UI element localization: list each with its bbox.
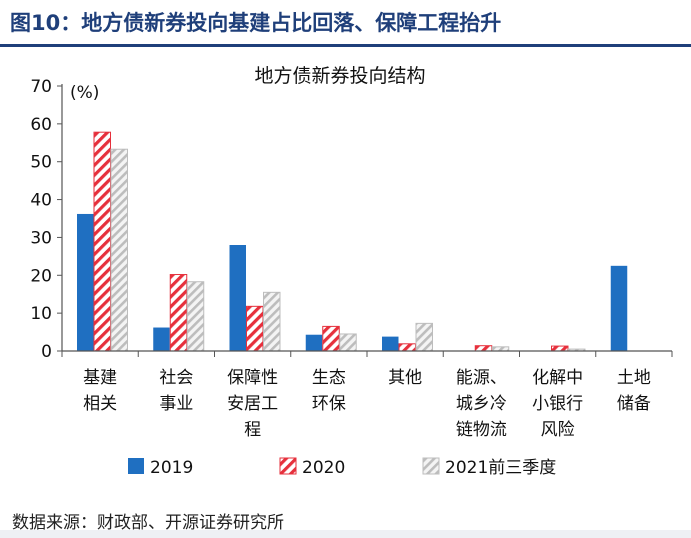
legend-swatch	[279, 457, 297, 475]
bar-2020	[93, 131, 111, 352]
figure-title: 图10：地方债新券投向基建占比回落、保障工程抬升	[10, 11, 502, 35]
legend-label: 2021前三季度	[445, 458, 556, 478]
bar-2020	[474, 345, 493, 352]
bar-2019	[610, 265, 628, 351]
bar-2019	[305, 334, 323, 351]
x-category-label: 环保	[312, 394, 346, 414]
bar-2019	[382, 336, 399, 351]
y-tick-label: 20	[30, 266, 52, 286]
y-tick-label: 60	[30, 115, 52, 135]
x-category-label: 社会	[159, 368, 193, 388]
bar-2021前三季度	[491, 346, 510, 352]
bar-2021前三季度	[110, 148, 128, 352]
x-category-label: 储备	[617, 394, 651, 414]
y-tick-label: 30	[30, 228, 52, 248]
legend-label: 2020	[302, 458, 345, 478]
legend-swatch	[422, 457, 440, 475]
bar-2021前三季度	[339, 333, 357, 352]
bar-2020	[398, 343, 416, 352]
x-category-label: 链物流	[456, 420, 507, 440]
chart-title: 地方债新券投向结构	[254, 65, 425, 87]
bars	[77, 131, 628, 352]
x-category-label: 其他	[388, 368, 422, 388]
y-axis: 0 10 20 30 40 50 60 70	[30, 77, 63, 362]
bar-2019	[229, 245, 246, 351]
bar-2020	[551, 345, 569, 352]
legend: 2019 2020 2021前三季度	[128, 457, 556, 478]
x-category-label: 能源、	[456, 368, 507, 388]
x-category-label: 城乡冷	[456, 394, 507, 414]
x-category-label: 相关	[83, 394, 117, 414]
x-category-label: 化解中	[532, 368, 583, 388]
x-category-label: 安居工	[227, 394, 278, 414]
bar-2020	[169, 274, 188, 352]
x-category-label: 程	[244, 420, 261, 440]
bar-2019	[153, 327, 170, 351]
title-rule	[0, 44, 691, 47]
y-tick-label: 40	[30, 191, 52, 211]
bar-2021前三季度	[415, 322, 433, 352]
x-category-label: 小银行	[532, 394, 583, 414]
bar-2019	[77, 213, 94, 351]
bar-2020	[246, 305, 264, 352]
y-tick-label: 70	[30, 77, 52, 97]
bottom-strip	[0, 530, 691, 538]
bar-2021前三季度	[186, 281, 205, 352]
y-unit-label: (%)	[70, 83, 99, 103]
x-category-label: 风险	[541, 420, 575, 440]
source-note: 数据来源：财政部、开源证券研究所	[12, 513, 284, 533]
legend-label: 2019	[150, 458, 193, 478]
legend-swatch	[128, 458, 144, 474]
x-category-label: 基建	[83, 368, 117, 388]
x-category-label: 事业	[159, 394, 193, 414]
y-tick-label: 50	[30, 153, 52, 173]
x-category-label: 保障性	[227, 368, 278, 388]
x-category-label: 生态	[312, 368, 346, 388]
y-tick-label: 10	[30, 304, 52, 324]
bar-2020	[322, 325, 340, 352]
bar-2021前三季度	[263, 291, 281, 352]
x-category-label: 土地	[617, 368, 651, 388]
y-tick-label: 0	[41, 342, 52, 362]
